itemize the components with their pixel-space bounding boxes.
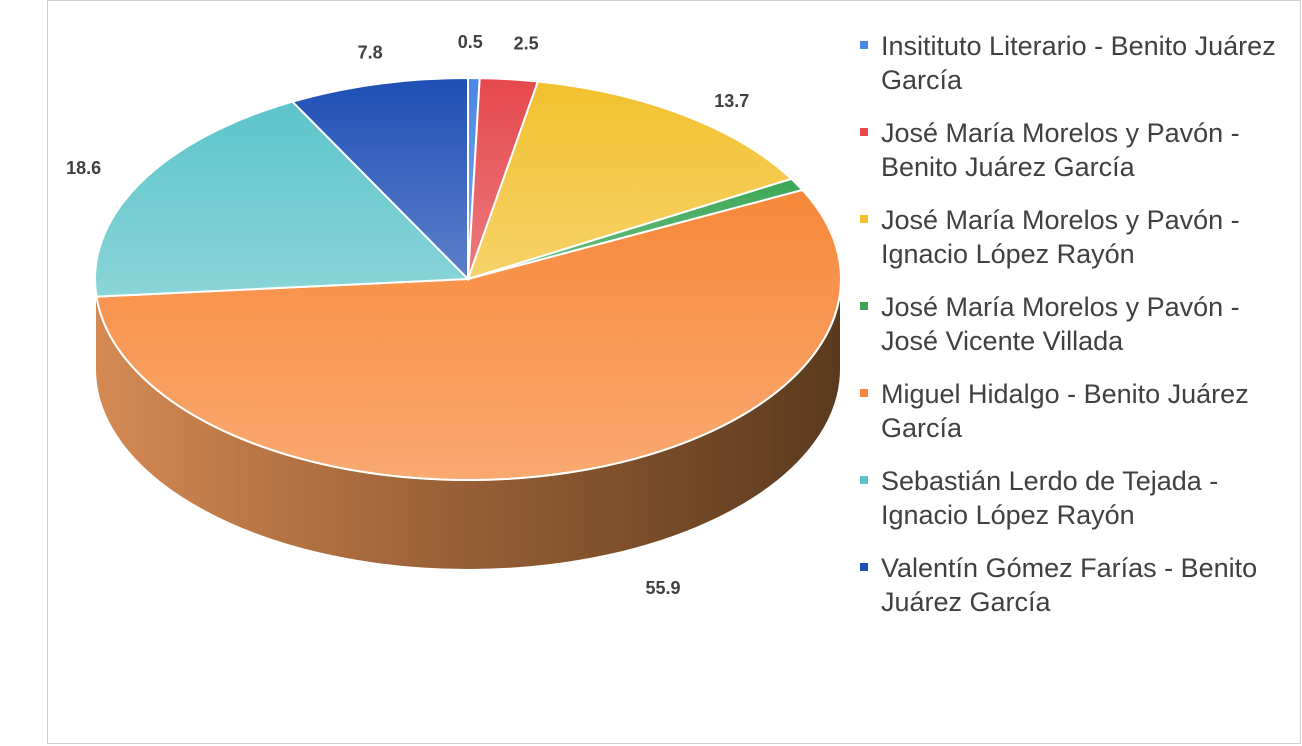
pie-data-labels: 0.52.513.71.055.918.67.8	[66, 32, 749, 598]
legend-item-valentin-gomez-farias-benito-juarez-garcia: Valentín Gómez Farías - Benito Juárez Ga…	[856, 551, 1296, 619]
legend-swatch	[860, 302, 868, 310]
chart-frame: 0.52.513.71.055.918.67.8 Insitituto Lite…	[47, 0, 1301, 744]
legend-label: Insitituto Literario - Benito Juárez Gar…	[881, 31, 1276, 95]
data-label-insitituto-literario-benito-juarez-garcia: 0.5	[458, 32, 483, 52]
legend-item-miguel-hidalgo-benito-juarez-garcia: Miguel Hidalgo - Benito Juárez García	[856, 377, 1296, 445]
legend-label: Miguel Hidalgo - Benito Juárez García	[881, 379, 1249, 443]
legend-label: Valentín Gómez Farías - Benito Juárez Ga…	[881, 553, 1258, 617]
pie-slice-valentin-gomez-farias-benito-juarez-garcia	[290, 76, 469, 282]
pie-slice-miguel-hidalgo-benito-juarez-garcia	[95, 188, 842, 481]
legend-label: José María Morelos y Pavón - Benito Juár…	[881, 118, 1240, 182]
legend-item-jose-maria-morelos-y-pavon-ignacio-lopez-rayon: José María Morelos y Pavón - Ignacio Lóp…	[856, 203, 1296, 271]
pie-chart: 0.52.513.71.055.918.67.8	[66, 32, 842, 598]
legend-swatch	[860, 215, 868, 223]
pie-slices	[94, 76, 842, 481]
legend-swatch	[860, 128, 868, 136]
pie-slice-sebastian-lerdo-de-tejada-ignacio-lopez-rayon	[94, 100, 471, 298]
legend-swatch	[860, 389, 868, 397]
data-label-sebastian-lerdo-de-tejada-ignacio-lopez-rayon: 18.6	[66, 158, 101, 178]
legend-item-insitituto-literario-benito-juarez-garcia: Insitituto Literario - Benito Juárez Gar…	[856, 29, 1296, 97]
legend-label: José María Morelos y Pavón - José Vicent…	[881, 292, 1240, 356]
legend-item-jose-maria-morelos-y-pavon-jose-vicente-villada: José María Morelos y Pavón - José Vicent…	[856, 290, 1296, 358]
data-label-valentin-gomez-farias-benito-juarez-garcia: 7.8	[358, 43, 383, 63]
legend-item-sebastian-lerdo-de-tejada-ignacio-lopez-rayon: Sebastián Lerdo de Tejada - Ignacio Lópe…	[856, 464, 1296, 532]
legend-item-jose-maria-morelos-y-pavon-benito-juarez-garcia: José María Morelos y Pavón - Benito Juár…	[856, 116, 1296, 184]
pie-slice-jose-maria-morelos-y-pavon-ignacio-lopez-rayon	[466, 80, 794, 281]
legend-swatch	[860, 41, 868, 49]
legend-swatch	[860, 563, 868, 571]
legend-label: José María Morelos y Pavón - Ignacio Lóp…	[881, 205, 1240, 269]
data-label-jose-maria-morelos-y-pavon-ignacio-lopez-rayon: 13.7	[714, 91, 749, 111]
legend-swatch	[860, 476, 868, 484]
data-label-jose-maria-morelos-y-pavon-benito-juarez-garcia: 2.5	[514, 33, 539, 53]
legend: Insitituto Literario - Benito Juárez Gar…	[856, 29, 1296, 638]
legend-label: Sebastián Lerdo de Tejada - Ignacio Lópe…	[881, 466, 1219, 530]
data-label-miguel-hidalgo-benito-juarez-garcia: 55.9	[645, 578, 680, 598]
